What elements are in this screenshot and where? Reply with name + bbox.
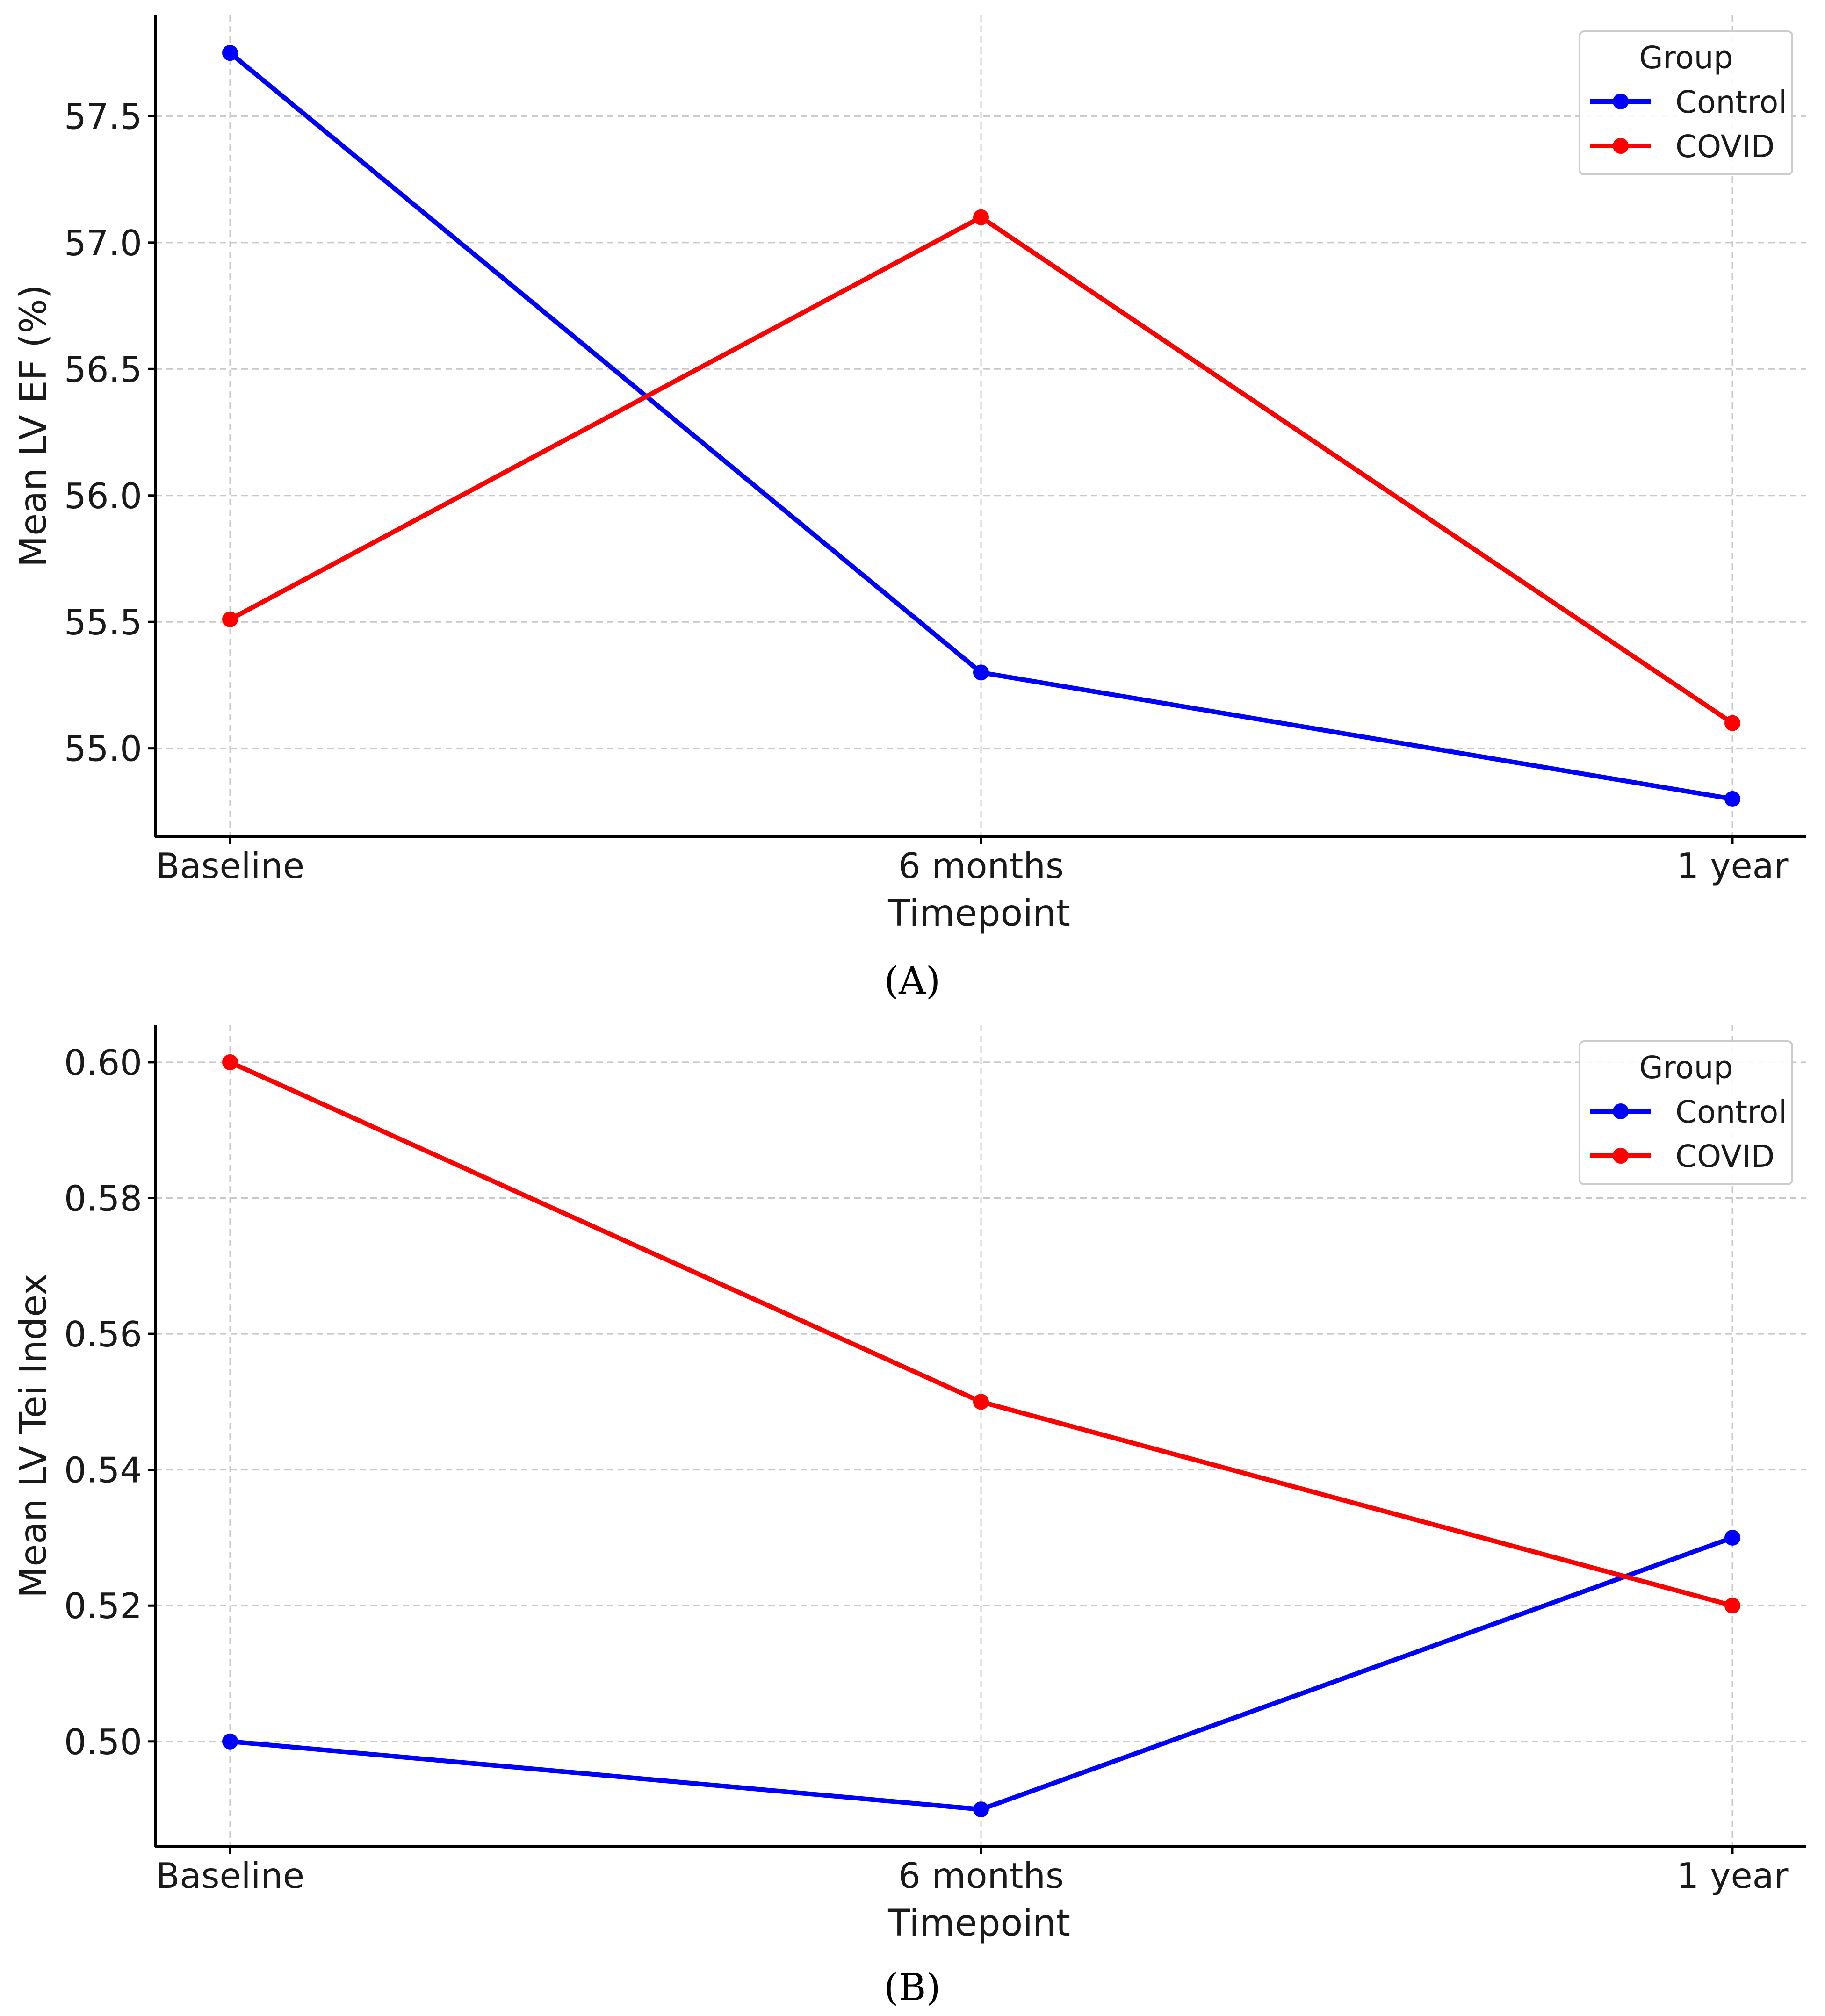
y-tick-label: 55.5 <box>64 602 142 643</box>
data-point-covid <box>222 1054 238 1070</box>
x-axis-title: Timepoint <box>887 1902 1070 1944</box>
legend-marker-covid <box>1613 138 1629 154</box>
legend-box <box>1579 30 1793 175</box>
data-point-covid <box>1724 715 1740 731</box>
data-point-control <box>973 664 989 681</box>
panel-a-chart: 55.0 55.5 56.0 56.5 57.0 57.5 Baseline 6 months… <box>13 15 1806 935</box>
legend-marker-control <box>1613 94 1629 109</box>
x-tick-label: 1 year <box>1677 1855 1789 1896</box>
y-tick-label: 56.0 <box>64 475 142 517</box>
legend-label-covid: COVID <box>1675 1138 1775 1174</box>
y-tick-label: 56.5 <box>64 349 142 390</box>
x-tick-label: 6 months <box>898 1855 1064 1896</box>
data-point-covid <box>222 611 238 627</box>
y-tick-label: 0.52 <box>64 1585 142 1627</box>
data-point-covid <box>1724 1598 1740 1614</box>
legend-title: Group <box>1639 40 1733 76</box>
data-point-covid <box>973 209 989 225</box>
panel-b-chart: 0.50 0.52 0.54 0.56 0.58 0.60 Baseline 6 months… <box>13 1025 1806 1944</box>
legend-label-control: Control <box>1675 1094 1787 1130</box>
y-axis-title: Mean LV Tei Index <box>13 1274 55 1598</box>
x-axis-title: Timepoint <box>887 893 1070 935</box>
y-tick-label: 55.0 <box>64 728 142 770</box>
legend-label-control: Control <box>1675 84 1787 120</box>
y-tick-label: 0.50 <box>64 1721 142 1763</box>
y-tick-label: 57.5 <box>64 96 142 137</box>
data-point-control <box>222 45 238 61</box>
data-point-control <box>222 1733 238 1750</box>
x-tick-label: Baseline <box>156 1855 304 1896</box>
y-tick-label: 0.58 <box>64 1178 142 1219</box>
y-tick-label: 0.54 <box>64 1450 142 1491</box>
data-point-control <box>973 1801 989 1818</box>
panel-label-b: (B) <box>884 1966 940 2009</box>
x-tick-label: Baseline <box>156 845 304 886</box>
legend-marker-covid <box>1613 1148 1629 1164</box>
legend-box <box>1579 1040 1793 1185</box>
y-axis-title: Mean LV EF (%) <box>13 285 55 567</box>
legend: Group Control COVID <box>1579 1040 1793 1185</box>
x-tick-label: 1 year <box>1677 845 1789 886</box>
legend-label-covid: COVID <box>1675 129 1775 165</box>
data-point-control <box>1724 791 1740 807</box>
y-tick-label: 0.60 <box>64 1042 142 1083</box>
legend-title: Group <box>1639 1050 1733 1086</box>
legend-marker-control <box>1613 1103 1629 1119</box>
y-tick-label: 0.56 <box>64 1314 142 1355</box>
x-tick-label: 6 months <box>898 845 1064 886</box>
legend: Group Control COVID <box>1579 30 1793 175</box>
data-point-covid <box>973 1394 989 1410</box>
data-point-control <box>1724 1529 1740 1546</box>
panel-label-a: (A) <box>884 959 940 1002</box>
y-tick-label: 57.0 <box>64 223 142 264</box>
